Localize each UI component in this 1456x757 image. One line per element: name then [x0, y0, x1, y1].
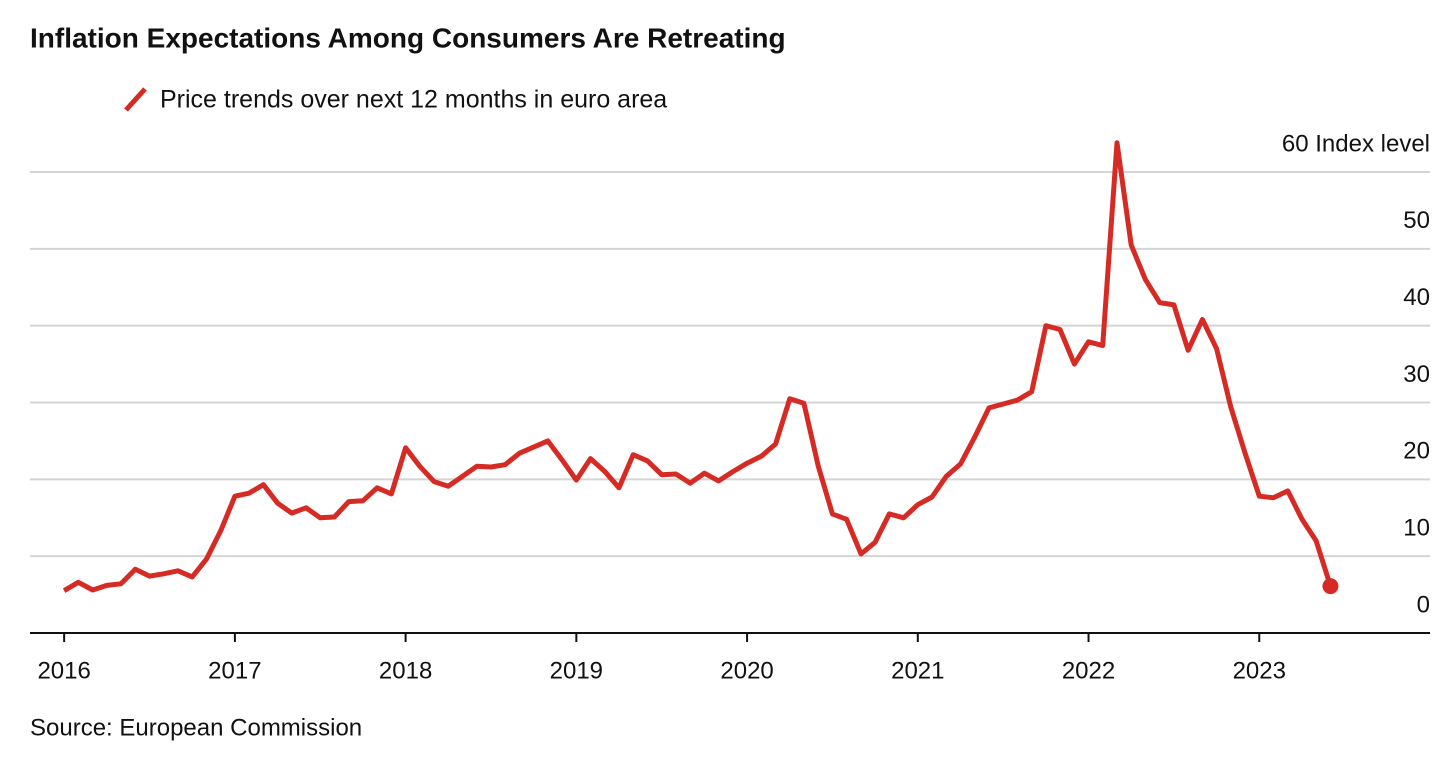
y-tick-label: 10	[1403, 515, 1430, 542]
end-point	[1322, 578, 1339, 595]
x-tick-label: 2017	[208, 657, 261, 684]
x-tick-label: 2020	[720, 657, 773, 684]
x-tick-label: 2023	[1233, 657, 1286, 684]
y-tick-label: 40	[1403, 284, 1430, 311]
y-tick-label: 50	[1403, 207, 1430, 234]
x-tick-label: 2019	[550, 657, 603, 684]
x-tick-label: 2018	[379, 657, 432, 684]
source-note: Source: European Commission	[30, 714, 362, 741]
y-tick-label: 60 Index level	[1282, 130, 1430, 157]
legend-swatch	[124, 87, 147, 112]
x-tick-label: 2021	[891, 657, 944, 684]
legend-label: Price trends over next 12 months in euro…	[160, 86, 667, 114]
x-tick-label: 2016	[37, 657, 90, 684]
y-tick-label: 0	[1417, 591, 1430, 618]
chart-title: Inflation Expectations Among Consumers A…	[30, 22, 786, 53]
series-line	[62, 140, 1333, 593]
y-tick-label: 30	[1403, 361, 1430, 388]
x-tick-label: 2022	[1062, 657, 1115, 684]
y-tick-label: 20	[1403, 438, 1430, 465]
